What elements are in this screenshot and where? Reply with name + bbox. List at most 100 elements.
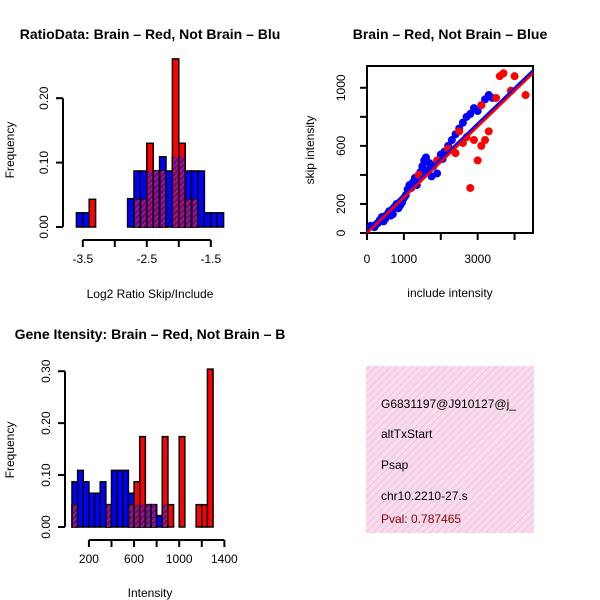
- y-tick-label: 0: [334, 229, 348, 236]
- ratio-histogram-axes: 0.00 0.10 0.20 -3.5 -2.5 -1.5: [37, 86, 221, 266]
- bar-brain: [178, 435, 186, 528]
- point-brain: [469, 136, 478, 145]
- point-brain: [521, 91, 530, 100]
- intensity-histogram-bars: [71, 368, 214, 528]
- point-brain: [510, 72, 519, 81]
- y-tick-label: 0.00: [39, 515, 53, 539]
- fit-line-brain: [366, 72, 534, 234]
- point-not-brain: [473, 107, 482, 116]
- point-not-brain: [458, 118, 467, 127]
- y-tick-label: 600: [334, 136, 348, 156]
- scatter-ylabel: skip intensity: [303, 116, 317, 185]
- bar-not-brain: [110, 469, 118, 528]
- bar-overlap: [146, 504, 150, 527]
- scatter-axes: 0 1000 3000 0 200 600 1000: [334, 74, 516, 266]
- bar-not-brain: [88, 492, 96, 528]
- bar-not-brain: [99, 481, 107, 528]
- bar-not-brain: [210, 212, 218, 228]
- bar-overlap: [147, 170, 153, 227]
- point-brain: [481, 136, 490, 145]
- bar-brain: [201, 503, 209, 528]
- x-tick-label: 0: [364, 252, 371, 266]
- bar-overlap: [106, 504, 111, 527]
- y-tick-label: 0.10: [39, 463, 53, 487]
- bar-overlap: [186, 199, 191, 227]
- x-tick-label: 1400: [211, 552, 238, 566]
- y-tick-label: 200: [334, 194, 348, 214]
- ratio-histogram-xlabel: Log2 Ratio Skip/Include: [87, 287, 214, 301]
- x-tick-label: 200: [79, 552, 99, 566]
- x-tick-label: -2.5: [136, 252, 157, 266]
- point-not-brain: [447, 136, 456, 145]
- scatter-title: Brain – Red, Not Brain – Blue: [353, 26, 548, 42]
- x-tick-label: 1000: [391, 252, 418, 266]
- point-not-brain: [466, 109, 475, 118]
- bar-overlap: [152, 504, 156, 527]
- point-brain: [499, 69, 508, 78]
- bar-not-brain: [116, 469, 124, 528]
- info-event-type: altTxStart: [381, 427, 433, 441]
- bar-overlap: [154, 170, 159, 227]
- scatter-xlabel: include intensity: [407, 286, 492, 300]
- point-brain: [484, 127, 493, 136]
- bar-overlap: [135, 504, 139, 527]
- bar-overlap: [141, 199, 146, 227]
- info-panel-background: [366, 366, 534, 533]
- x-tick-label: 600: [124, 552, 144, 566]
- bar-overlap: [140, 504, 145, 527]
- y-tick-label: 1000: [334, 74, 348, 101]
- intensity-histogram-xlabel: Intensity: [128, 586, 173, 600]
- bar-not-brain: [203, 212, 212, 228]
- bar-not-brain: [197, 170, 206, 228]
- bar-not-brain: [93, 492, 101, 528]
- bar-not-brain: [216, 212, 225, 228]
- bar-not-brain: [82, 212, 90, 228]
- y-tick-label: 0.30: [39, 359, 53, 383]
- point-not-brain: [422, 153, 431, 162]
- bar-overlap: [179, 156, 185, 227]
- x-tick-label: 3000: [464, 252, 491, 266]
- ratio-histogram-title: RatioData: Brain – Red, Not Brain – Blu: [20, 26, 281, 42]
- ratio-histogram-ylabel: Frequency: [3, 122, 17, 179]
- y-tick-label: 0.10: [37, 151, 51, 175]
- bar-overlap: [163, 504, 167, 527]
- point-brain: [477, 101, 486, 110]
- bar-not-brain: [75, 212, 84, 228]
- y-tick-label: 0.20: [39, 411, 53, 435]
- bar-not-brain: [165, 170, 174, 228]
- bar-overlap: [173, 156, 178, 227]
- point-brain: [466, 183, 475, 192]
- bar-overlap: [73, 504, 77, 527]
- point-brain: [473, 156, 482, 165]
- info-location: chr10.2210-27.s: [381, 489, 468, 503]
- intensity-histogram: Gene Itensity: Brain – Red, Not Brain – …: [3, 326, 285, 600]
- intensity-histogram-axes: 0.00 0.10 0.20 0.30 200 600 1000 1400: [39, 359, 238, 566]
- fit-line-not-brain: [366, 69, 534, 231]
- bar-not-brain: [76, 469, 85, 528]
- bar-overlap: [129, 504, 134, 527]
- scatter-plot-box: [366, 65, 534, 234]
- point-brain: [477, 141, 486, 150]
- point-brain: [455, 127, 464, 136]
- x-tick-label: 1000: [166, 552, 193, 566]
- ratio-histogram-bars: [75, 58, 225, 228]
- bar-not-brain: [155, 514, 164, 528]
- bar-not-brain: [122, 469, 130, 528]
- ratio-histogram: RatioData: Brain – Red, Not Brain – Blu …: [3, 26, 280, 301]
- bar-brain: [206, 368, 214, 528]
- intensity-scatter: Brain – Red, Not Brain – Blue include in…: [303, 26, 547, 300]
- info-panel: G6831197@J910127@j_ altTxStart Psap chr1…: [366, 366, 534, 533]
- intensity-histogram-title: Gene Itensity: Brain – Red, Not Brain – …: [15, 326, 286, 342]
- point-brain: [492, 93, 501, 102]
- bar-overlap: [160, 170, 165, 227]
- bar-overlap: [192, 199, 197, 227]
- intensity-histogram-ylabel: Frequency: [3, 422, 17, 479]
- scatter-fit-lines: [366, 69, 534, 234]
- bar-not-brain: [82, 481, 90, 528]
- bar-brain: [195, 503, 203, 528]
- bar-not-brain: [126, 197, 135, 228]
- x-tick-label: -1.5: [200, 252, 221, 266]
- bar-brain: [88, 198, 97, 228]
- info-gene-id: G6831197@J910127@j_: [381, 397, 516, 411]
